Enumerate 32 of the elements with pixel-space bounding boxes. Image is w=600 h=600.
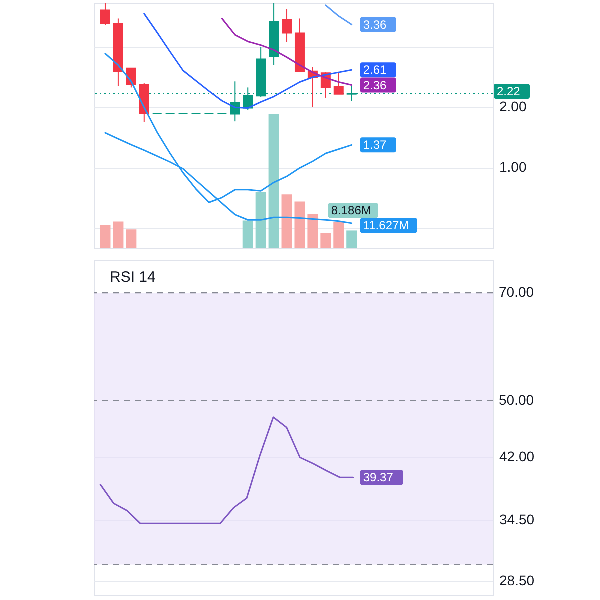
candlestick — [334, 71, 344, 95]
y-tick-label: 2.00 — [500, 98, 527, 115]
data-label: 3.36 — [363, 18, 388, 32]
text: RSI 14 — [110, 269, 156, 286]
bar — [100, 224, 111, 248]
bar — [242, 220, 254, 248]
y-tick-label: 42.00 — [500, 448, 535, 464]
bar — [282, 194, 292, 248]
data-label: 11.627M — [363, 218, 410, 233]
line-series — [100, 416, 354, 524]
y-tick-label: 28.50 — [500, 572, 535, 589]
bar — [113, 222, 124, 248]
data-label: 2.36 — [363, 78, 388, 92]
bar — [308, 214, 318, 248]
bar — [334, 222, 344, 248]
candlestick — [282, 8, 292, 43]
ref-line-label: 50.00 — [499, 392, 534, 408]
ref-line-label: 70.00 — [499, 284, 534, 300]
bar — [268, 114, 280, 248]
data-label: 1.37 — [363, 138, 388, 152]
data-label: 39.37 — [363, 470, 394, 485]
data-label: 8.186M — [331, 204, 372, 218]
candlestick — [100, 2, 110, 26]
bar — [346, 230, 358, 248]
data-label: 2.61 — [363, 63, 388, 78]
bar — [126, 230, 137, 248]
bar — [256, 192, 266, 248]
y-tick-label: 34.50 — [500, 511, 535, 528]
ref-line-label: 2.22 — [497, 84, 521, 99]
bar — [320, 233, 332, 248]
y-tick-label: 1.00 — [500, 159, 527, 176]
bar — [294, 202, 306, 248]
